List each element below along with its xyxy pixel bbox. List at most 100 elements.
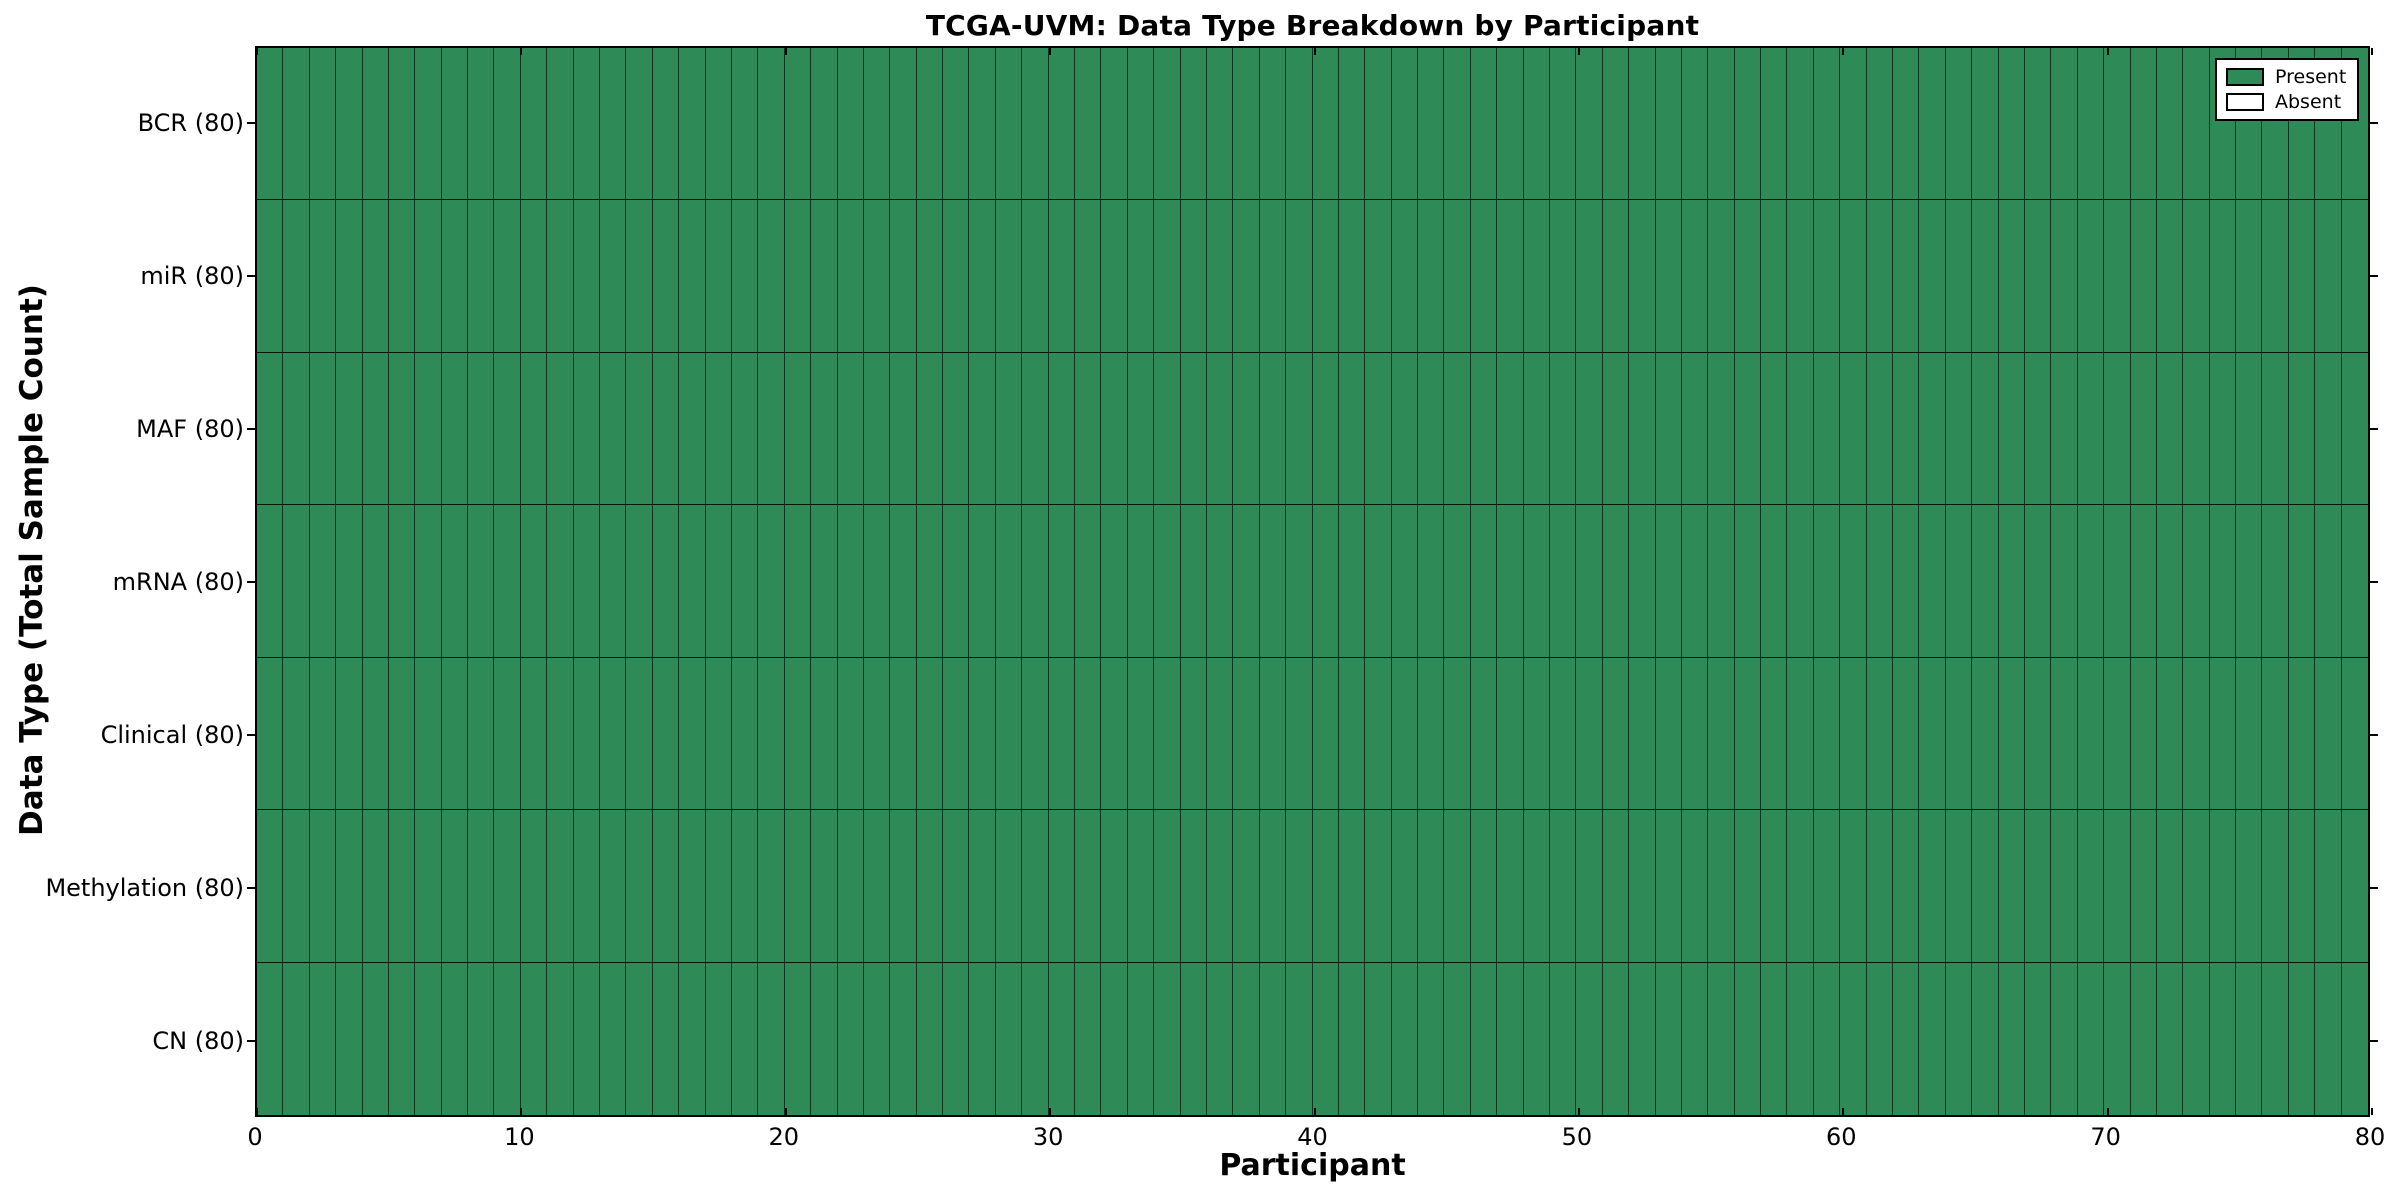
grid-cell — [2104, 657, 2131, 811]
x-tick-label: 50 — [1561, 1123, 1593, 1151]
grid-cell — [1893, 200, 1920, 353]
grid-cell — [1602, 810, 1630, 963]
grid-cell — [257, 352, 284, 506]
x-tick-label: 20 — [768, 1123, 800, 1151]
grid-cell — [837, 810, 864, 963]
grid-cell — [863, 962, 891, 1115]
grid-cell — [679, 657, 706, 811]
grid-cell — [1972, 962, 1999, 1115]
grid-cell — [2104, 352, 2131, 506]
grid-cell — [1286, 657, 1313, 811]
grid-cell — [2077, 352, 2105, 506]
grid-cell — [415, 505, 442, 658]
grid-cell — [2341, 505, 2368, 658]
grid-cell — [863, 810, 891, 963]
grid-cell — [1523, 810, 1550, 963]
grid-cell — [1206, 962, 1234, 1115]
grid-cell — [1681, 200, 1709, 353]
grid-cell — [731, 505, 759, 658]
grid-cell — [2341, 810, 2368, 963]
grid-cell — [679, 505, 706, 658]
grid-cell — [916, 505, 944, 658]
grid-cell — [468, 48, 495, 201]
grid-cell — [257, 810, 284, 963]
grid-cell — [1866, 505, 1894, 658]
grid-cell — [1998, 810, 2025, 963]
grid-cell — [1497, 48, 1524, 201]
legend-label-present: Present — [2275, 66, 2347, 88]
grid-cell — [1391, 200, 1419, 353]
grid-cell — [600, 505, 627, 658]
grid-cell — [1576, 810, 1603, 963]
grid-cell — [573, 200, 601, 353]
grid-cell — [2130, 810, 2157, 963]
grid-cell — [1154, 352, 1181, 506]
grid-cell — [520, 200, 548, 353]
grid-cell — [441, 962, 469, 1115]
grid-cell — [2262, 200, 2289, 353]
grid-cell — [1259, 505, 1287, 658]
grid-cell — [573, 657, 601, 811]
grid-cell — [1497, 810, 1524, 963]
grid-cell — [1787, 48, 1814, 201]
grid-cell — [1945, 962, 1973, 1115]
grid-cell — [1206, 48, 1234, 201]
grid-cell — [626, 962, 653, 1115]
x-tick-top-mark — [520, 48, 523, 55]
grid-cell — [652, 962, 680, 1115]
grid-cell — [1602, 962, 1630, 1115]
grid-cell — [811, 505, 838, 658]
grid-cell — [283, 48, 310, 201]
grid-cell — [837, 48, 864, 201]
grid-cell — [758, 200, 785, 353]
grid-cell — [1022, 200, 1049, 353]
grid-cell — [600, 657, 627, 811]
grid-cell — [758, 962, 785, 1115]
grid-cell — [995, 810, 1023, 963]
grid-cell — [995, 657, 1023, 811]
grid-cell — [837, 505, 864, 658]
grid-cell — [2077, 810, 2105, 963]
grid-cell — [1233, 962, 1260, 1115]
grid-cell — [309, 505, 337, 658]
y-tick-left-mark — [247, 733, 255, 736]
grid-cell — [626, 505, 653, 658]
grid-cell — [1312, 200, 1339, 353]
grid-cell — [705, 962, 732, 1115]
grid-cell — [1048, 200, 1075, 353]
grid-cell — [1365, 657, 1392, 811]
grid-cell — [2288, 810, 2316, 963]
grid-cell — [1919, 962, 1946, 1115]
grid-cell — [283, 810, 310, 963]
grid-cell — [1418, 200, 1445, 353]
grid-cell — [758, 352, 785, 506]
grid-cell — [1127, 48, 1155, 201]
grid-cell — [1127, 962, 1155, 1115]
grid-cell — [705, 48, 732, 201]
grid-cell — [1866, 810, 1894, 963]
grid-cell — [2024, 352, 2052, 506]
grid-cell — [1602, 352, 1630, 506]
grid-cell — [1919, 352, 1946, 506]
grid-cell — [1022, 48, 1049, 201]
grid-cell — [1286, 505, 1313, 658]
grid-cell — [2262, 810, 2289, 963]
grid-cell — [1840, 200, 1867, 353]
grid-cell — [336, 962, 363, 1115]
grid-cell — [1761, 48, 1788, 201]
grid-cell — [916, 200, 944, 353]
grid-cell — [1075, 810, 1102, 963]
grid-cell — [1681, 352, 1709, 506]
grid-cell — [1893, 505, 1920, 658]
grid-cell — [1365, 200, 1392, 353]
grid-cell — [1365, 505, 1392, 658]
grid-cell — [1259, 962, 1287, 1115]
grid-cell — [1893, 48, 1920, 201]
grid-cell — [2315, 200, 2342, 353]
grid-cell — [336, 352, 363, 506]
grid-cell — [1154, 48, 1181, 201]
grid-cell — [283, 352, 310, 506]
grid-cell — [1497, 352, 1524, 506]
y-tick-left-mark — [247, 886, 255, 889]
grid-cell — [2130, 352, 2157, 506]
